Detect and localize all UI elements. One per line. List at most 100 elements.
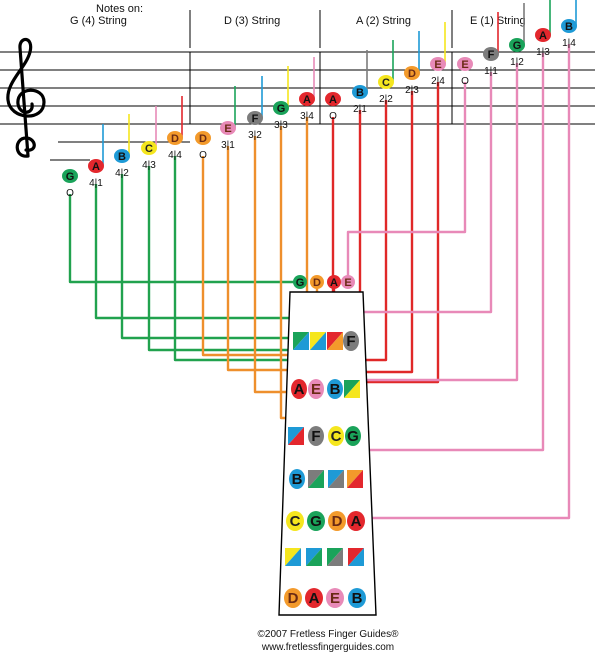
connector-line (354, 53, 545, 521)
header-title: Notes on: (96, 3, 143, 15)
board-cell (347, 470, 363, 488)
header-a-string: A (2) String (356, 15, 411, 27)
fingering-label: 3|3 (274, 120, 288, 131)
note-head (535, 28, 551, 42)
note-head (299, 92, 315, 106)
fingerboard-outline (278, 291, 377, 616)
board-note-letter: F (346, 333, 355, 350)
staff-note-e: E 2|4 (430, 22, 446, 87)
note-letter: D (408, 68, 416, 80)
board-cell (310, 332, 326, 350)
staff-note-d: DO (195, 131, 211, 161)
board-note (284, 588, 302, 608)
board-note-letter: B (292, 471, 303, 488)
board-cell (285, 548, 301, 566)
fingering-label: 4|1 (89, 178, 103, 189)
board-cell (288, 427, 304, 445)
note-letter: E (461, 59, 468, 71)
connector-line (94, 184, 301, 389)
board-note (343, 331, 359, 351)
board-note (328, 511, 346, 531)
staff-note-e: E 3|1 (220, 86, 236, 151)
open-string-e: E (341, 275, 355, 289)
board-note (328, 426, 344, 446)
board-note-letter: A (309, 590, 320, 607)
note-head (62, 169, 78, 183)
board-note (308, 426, 324, 446)
board-note-letter: A (294, 381, 305, 398)
board-note-letter: E (330, 590, 340, 607)
header-d-string: D (3) String (224, 15, 280, 27)
fingering-label: 2|2 (379, 94, 393, 105)
fingering-label: 1|2 (510, 57, 524, 68)
fingering-label: O (461, 76, 469, 87)
board-cell: G (345, 426, 361, 446)
board-note (307, 511, 325, 531)
board-note-letter: B (330, 381, 341, 398)
fingering-label: 4|2 (115, 168, 129, 179)
open-note-letter: D (313, 277, 321, 289)
fingering-label: 3|1 (221, 140, 235, 151)
note-head (509, 38, 525, 52)
board-cell: B (348, 588, 366, 608)
open-string-d: D (310, 275, 324, 289)
note-head (88, 159, 104, 173)
fingering-label: 2|4 (431, 76, 445, 87)
note-letter: G (513, 40, 522, 52)
note-letter: C (145, 143, 153, 155)
staff-note-g: G 3|3 (273, 66, 289, 131)
connector-line (346, 82, 467, 282)
board-cell: A (305, 588, 323, 608)
note-head (483, 47, 499, 61)
open-string-g: G (293, 275, 307, 289)
board-cell: C (328, 426, 344, 446)
board-note (305, 588, 323, 608)
board-note-letter: F (311, 428, 320, 445)
fingering-label: 2|3 (405, 85, 419, 96)
board-note-letter: C (331, 428, 342, 445)
board-cell (327, 332, 343, 350)
board-row-1: F (293, 331, 359, 351)
note-letter: D (199, 133, 207, 145)
note-letter: G (277, 103, 286, 115)
board-split-tone (308, 470, 324, 488)
staff-note-a: A 4|1 (88, 124, 104, 189)
connector-line (68, 194, 300, 284)
board-cell (344, 380, 360, 398)
fingering-label: 1|1 (484, 66, 498, 77)
staff-note-d: D 4|4 (167, 96, 183, 161)
header-g-string: G (4) String (70, 15, 127, 27)
staff-note-b: B 1|4 (561, 0, 577, 49)
treble-clef-icon (6, 37, 46, 158)
board-note (348, 588, 366, 608)
staff-note-b: B 2|1 (352, 50, 368, 115)
note-head (220, 121, 236, 135)
note-head (114, 149, 130, 163)
board-cell: F (308, 426, 324, 446)
board-note (347, 511, 365, 531)
note-head (352, 85, 368, 99)
board-cell: E (326, 588, 344, 608)
staff-note-d: D 2|3 (404, 31, 420, 96)
fingering-label: 3|2 (248, 130, 262, 141)
board-cell: A (347, 511, 365, 531)
connector-line (355, 44, 571, 598)
board-cell: B (327, 379, 343, 399)
board-cell (327, 548, 343, 566)
header: Notes on: G (4) String D (3) String A (2… (70, 3, 526, 27)
board-note-letter: B (352, 590, 363, 607)
board-note (327, 379, 343, 399)
music-staff (0, 10, 595, 161)
board-split-tone (285, 548, 301, 566)
staff-note-c: C 2|2 (378, 40, 394, 105)
board-note-letter: D (288, 590, 299, 607)
board-note (345, 426, 361, 446)
board-split-tone (288, 427, 304, 445)
board-row-4: B (289, 469, 363, 489)
note-head (404, 66, 420, 80)
note-letter: A (92, 161, 100, 173)
board-cell: G (307, 511, 325, 531)
